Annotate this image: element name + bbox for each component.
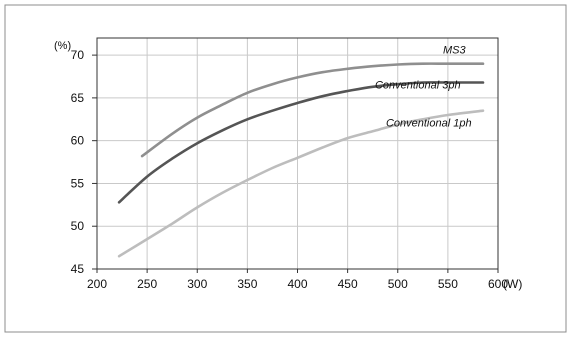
- figure-frame: [4, 4, 567, 333]
- x-tick-label-450: 450: [338, 277, 358, 291]
- x-tick-label-500: 500: [388, 277, 408, 291]
- y-tick-label-70: 70: [71, 48, 85, 62]
- series-label-ms3: MS3: [443, 45, 467, 57]
- x-tick-label-400: 400: [287, 277, 307, 291]
- x-tick-label-300: 300: [187, 277, 207, 291]
- x-tick-label-200: 200: [87, 277, 107, 291]
- series-label-conventional-3ph: Conventional 3ph: [375, 79, 461, 91]
- x-tick-label-250: 250: [137, 277, 157, 291]
- series-group: [117, 62, 485, 258]
- y-tick-label-65: 65: [71, 91, 85, 105]
- y-unit-label: (%): [54, 40, 71, 52]
- labels-group: MS3 Conventional 3ph Conventional 1ph: [375, 45, 472, 130]
- x-unit-label: (W): [503, 277, 522, 291]
- series-line-conventional-3ph: [117, 81, 485, 204]
- axes: 200 250 300 350 400 450 500 550 600455055606570(…: [54, 37, 522, 291]
- y-tick-label-45: 45: [71, 262, 85, 276]
- series-line-ms3: [140, 62, 485, 158]
- x-tick-label-600: 600: [488, 277, 508, 291]
- x-tick-label-350: 350: [237, 277, 257, 291]
- y-tick-label-60: 60: [71, 134, 85, 148]
- y-tick-label-55: 55: [71, 176, 85, 190]
- series-label-conventional-1ph: Conventional 1ph: [386, 118, 472, 130]
- y-tick-label-50: 50: [71, 219, 85, 233]
- x-tick-label-550: 550: [438, 277, 458, 291]
- series-line-conventional-1ph: [117, 109, 485, 258]
